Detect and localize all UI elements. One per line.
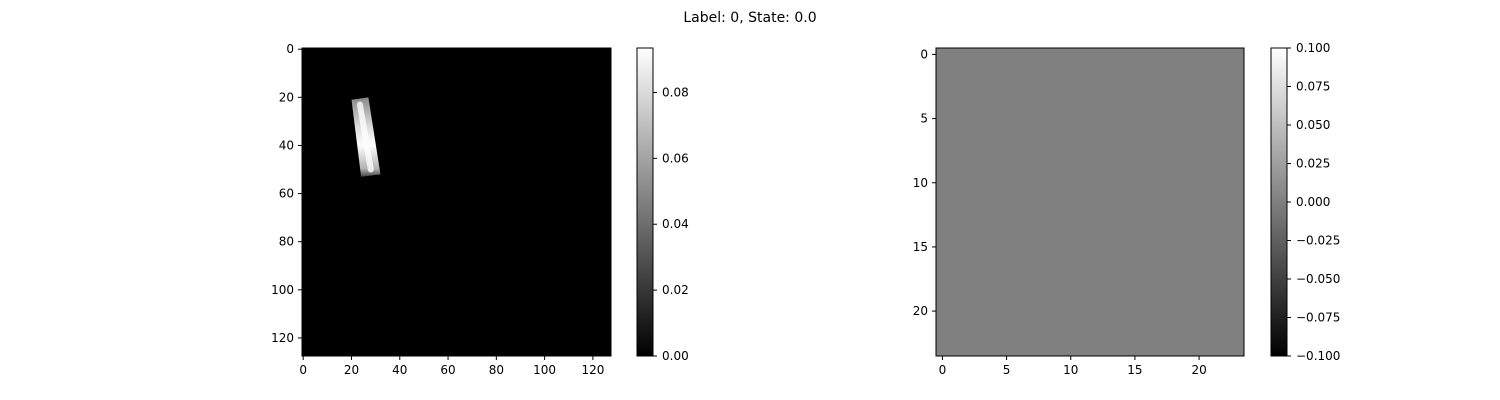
panel-1-colorbar: 0.00 0.02 0.04 0.06 0.08 [636, 47, 689, 363]
y-tick-label: 20 [279, 90, 294, 104]
y-tick-label: 20 [913, 304, 928, 318]
colorbar-tick-label: 0.100 [1296, 41, 1330, 55]
panel-1-colorbar-ticks: 0.00 0.02 0.04 0.06 0.08 [653, 85, 689, 363]
colorbar-tick-label: 0.08 [662, 85, 689, 99]
y-tick-label: 60 [279, 187, 294, 201]
colorbar-tick-label: 0.04 [662, 217, 689, 231]
colorbar-tick-label: 0.050 [1296, 118, 1330, 132]
panel-1-x-axis: 0 20 40 60 80 100 120 [299, 356, 604, 377]
y-tick-label: 100 [271, 283, 294, 297]
panel-2-x-axis: 0 5 10 15 20 [939, 356, 1207, 377]
x-tick-label: 0 [299, 363, 307, 377]
panel-1-image: 0 20 40 60 80 100 120 0 20 40 60 80 100 120 [271, 42, 612, 377]
colorbar-tick-label: 0.025 [1296, 157, 1330, 171]
panel-1-colorbar-gradient [637, 48, 653, 356]
panel-2-colorbar-ticks: −0.100 −0.075 −0.050 −0.025 0.000 0.025 0.050 0… [1287, 41, 1340, 363]
panel-2-image-fill [936, 48, 1244, 356]
panel-1-y-axis: 0 20 40 60 80 100 120 [271, 42, 302, 345]
panel-1-image-background [302, 48, 611, 356]
colorbar-tick-label: −0.075 [1296, 311, 1340, 325]
x-tick-label: 80 [489, 363, 504, 377]
y-tick-label: 10 [913, 176, 928, 190]
figure-title: Label: 0, State: 0.0 [683, 10, 816, 26]
x-tick-label: 40 [392, 363, 407, 377]
x-tick-label: 60 [440, 363, 455, 377]
x-tick-label: 5 [1003, 363, 1011, 377]
panel-2-colorbar-gradient [1271, 48, 1287, 356]
y-tick-label: 0 [286, 42, 294, 56]
panel-2-colorbar: −0.100 −0.075 −0.050 −0.025 0.000 0.025 0.050 0… [1270, 41, 1340, 363]
panel-1-bar-shape [351, 97, 381, 177]
panel-1-colorbar-frame [636, 47, 654, 357]
y-tick-label: 120 [271, 331, 294, 345]
panel-2-y-axis: 0 5 10 15 20 [913, 47, 936, 318]
x-tick-label: 20 [1191, 363, 1206, 377]
x-tick-label: 20 [344, 363, 359, 377]
colorbar-tick-label: 0.02 [662, 283, 689, 297]
x-tick-label: 100 [533, 363, 556, 377]
x-tick-label: 120 [581, 363, 604, 377]
panel-2-axes-frame [935, 47, 1245, 357]
colorbar-tick-label: −0.025 [1296, 234, 1340, 248]
colorbar-tick-label: 0.06 [662, 151, 689, 165]
y-tick-label: 80 [279, 235, 294, 249]
x-tick-label: 10 [1063, 363, 1078, 377]
panel-1-axes-frame [301, 47, 612, 357]
panel-2-image: 0 5 10 15 20 0 5 10 15 20 [913, 47, 1245, 377]
x-tick-label: 15 [1127, 363, 1142, 377]
colorbar-tick-label: 0.000 [1296, 195, 1330, 209]
colorbar-tick-label: −0.100 [1296, 349, 1340, 363]
colorbar-tick-label: −0.050 [1296, 272, 1340, 286]
y-tick-label: 0 [920, 47, 928, 61]
bar-shape-highlight [356, 101, 374, 173]
colorbar-tick-label: 0.00 [662, 349, 689, 363]
x-tick-label: 0 [939, 363, 947, 377]
y-tick-label: 15 [913, 240, 928, 254]
y-tick-label: 40 [279, 138, 294, 152]
colorbar-tick-label: 0.075 [1296, 80, 1330, 94]
y-tick-label: 5 [920, 112, 928, 126]
